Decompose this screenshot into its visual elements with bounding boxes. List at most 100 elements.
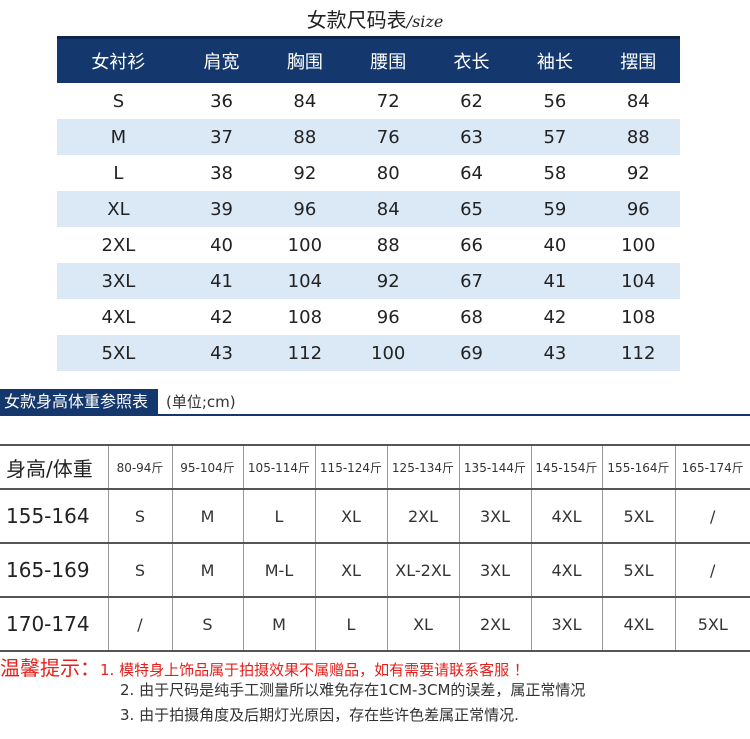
size-value-cell: 69 (429, 335, 514, 371)
size-value-cell: 96 (376, 306, 400, 328)
size-header-cell: 女衬衫 (57, 36, 180, 83)
recommended-size-cell: M (242, 597, 315, 652)
size-value-cell: 80 (376, 162, 400, 184)
size-value-cell: 88 (376, 234, 400, 256)
size-value-cell: 88 (596, 119, 680, 155)
size-header-cell: 肩宽 (179, 36, 264, 83)
size-chart-body: S 36 84 72 62 56 84 M 37 88 76 63 57 88 L 38 92 80 64 58 92 X… (57, 83, 680, 371)
size-value-cell: 84 (293, 90, 317, 112)
size-value-cell: 108 (621, 306, 656, 328)
size-value-cell: 112 (596, 335, 680, 371)
size-value-cell: 112 (263, 335, 347, 371)
recommended-size-cell: L (242, 489, 315, 544)
size-value-cell: 100 (287, 234, 323, 256)
size-header-cell: 腰围 (346, 36, 430, 83)
size-value-cell: 64 (460, 162, 483, 184)
recommended-size-cell: 4XL (601, 597, 675, 652)
hw-header-cell: 125-134斤 (386, 444, 459, 490)
recommended-size-cell: L (314, 597, 387, 652)
size-header-cell: 摆围 (596, 36, 680, 83)
size-chart-table: 女衬衫 肩宽 胸围 腰围 衣长 袖长 摆围 S 36 84 72 62 56 84 M 37 88… (57, 36, 680, 371)
size-chart-row: 2XL 40 100 88 66 40 100 (57, 227, 680, 263)
recommended-size-cell: / (674, 489, 750, 544)
tip-item: 1. 模特身上饰品属于拍摄效果不属赠品，如有需要请联系客服 ！ (100, 661, 529, 679)
size-value-cell: 96 (263, 191, 347, 227)
size-value-cell: 100 (621, 234, 656, 256)
tip-item: 2. 由于尺码是纯手工测量所以难免存在1CM-3CM的误差，属正常情况 (120, 681, 586, 699)
section-divider (0, 414, 750, 416)
size-label-cell: S (112, 90, 125, 112)
recommended-size-cell: / (107, 597, 172, 652)
size-value-cell: 88 (263, 119, 347, 155)
size-value-cell: 96 (596, 191, 680, 227)
size-chart-title: 女款尺码表/size (0, 4, 750, 33)
size-chart-row: XL 39 96 84 65 59 96 (57, 191, 680, 227)
size-value-cell: 92 (293, 162, 317, 184)
size-label-cell: 4XL (101, 306, 136, 328)
size-value-cell: 39 (179, 191, 264, 227)
hw-header-cell: 155-164斤 (601, 444, 675, 490)
recommended-size-cell: 5XL (674, 597, 750, 652)
size-chart-row: 5XL 43 112 100 69 43 112 (57, 335, 680, 371)
size-value-cell: 63 (429, 119, 514, 155)
tip-line-1: 温馨提示：1. 模特身上饰品属于拍摄效果不属赠品，如有需要请联系客服 ！ (0, 652, 529, 681)
hw-header-cell: 80-94斤 (107, 444, 172, 490)
size-chart-row: 4XL 42 108 96 68 42 108 (57, 299, 680, 335)
height-weight-row: 165-169 S M M-L XL XL-2XL 3XL 4XL 5XL / (0, 543, 750, 598)
recommended-size-cell: XL (314, 489, 387, 544)
size-value-cell: 84 (346, 191, 430, 227)
height-weight-body: 155-164 S M L XL 2XL 3XL 4XL 5XL/165-169 S M M-L XL X… (0, 489, 750, 652)
size-value-cell: 104 (596, 263, 680, 299)
recommended-size-cell: S (107, 489, 172, 544)
recommended-size-cell: M (171, 543, 243, 598)
recommended-size-cell: 2XL (386, 489, 459, 544)
height-range-cell: 165-169 (0, 543, 108, 598)
hw-header-cell: 身高/体重 (0, 444, 108, 490)
size-label-cell: M (57, 119, 180, 155)
recommended-size-cell: 2XL (458, 597, 531, 652)
size-value-cell: 42 (210, 306, 233, 328)
height-weight-title-bar: 女款身高体重参照表 (0, 389, 158, 415)
size-header-cell: 衣长 (429, 36, 514, 83)
hw-header-cell: 135-144斤 (458, 444, 531, 490)
recommended-size-cell: M-L (242, 543, 315, 598)
size-value-cell: 41 (513, 263, 597, 299)
height-range-cell: 155-164 (0, 489, 108, 544)
size-value-cell: 38 (210, 162, 233, 184)
size-value-cell: 92 (626, 162, 650, 184)
size-label-cell: XL (57, 191, 180, 227)
size-chart-title-text: 女款尺码表 (306, 8, 407, 32)
height-weight-title: 女款身高体重参照表 (4, 392, 149, 411)
size-header-cell: 袖长 (513, 36, 597, 83)
size-value-cell: 40 (543, 234, 567, 256)
size-header-cell: 胸围 (263, 36, 347, 83)
recommended-size-cell: 5XL (601, 543, 675, 598)
size-value-cell: 100 (346, 335, 430, 371)
hw-header-cell: 165-174斤 (674, 444, 750, 490)
size-value-cell: 65 (429, 191, 514, 227)
size-chart-row: L 38 92 80 64 58 92 (57, 155, 680, 191)
size-value-cell: 68 (460, 306, 483, 328)
recommended-size-cell: 3XL (458, 489, 531, 544)
recommended-size-cell: XL (314, 543, 387, 598)
size-value-cell: 62 (460, 90, 483, 112)
size-value-cell: 56 (543, 90, 567, 112)
height-weight-row: 170-174/S M L XL 2XL 3XL 4XL 5XL (0, 597, 750, 652)
height-range-cell: 170-174 (0, 597, 108, 652)
recommended-size-cell: 3XL (458, 543, 531, 598)
hw-header-cell: 105-114斤 (242, 444, 315, 490)
size-value-cell: 58 (543, 162, 567, 184)
tip-item: 3. 由于拍摄角度及后期灯光原因，存在些许色差属正常情况. (120, 706, 519, 724)
recommended-size-cell: XL-2XL (386, 543, 459, 598)
size-chart-row: S 36 84 72 62 56 84 (57, 83, 680, 119)
hw-header-cell: 145-154斤 (530, 444, 602, 490)
size-value-cell: 40 (210, 234, 233, 256)
size-value-cell: 76 (346, 119, 430, 155)
recommended-size-cell: 4XL (530, 543, 602, 598)
recommended-size-cell: / (674, 543, 750, 598)
height-weight-table: 身高/体重 80-94斤 95-104斤 105-114斤 115-124斤 1… (0, 444, 750, 652)
size-chart-row: 3XL 41 104 92 67 41 104 (57, 263, 680, 299)
size-value-cell: 67 (429, 263, 514, 299)
size-value-cell: 72 (376, 90, 400, 112)
size-value-cell: 104 (263, 263, 347, 299)
